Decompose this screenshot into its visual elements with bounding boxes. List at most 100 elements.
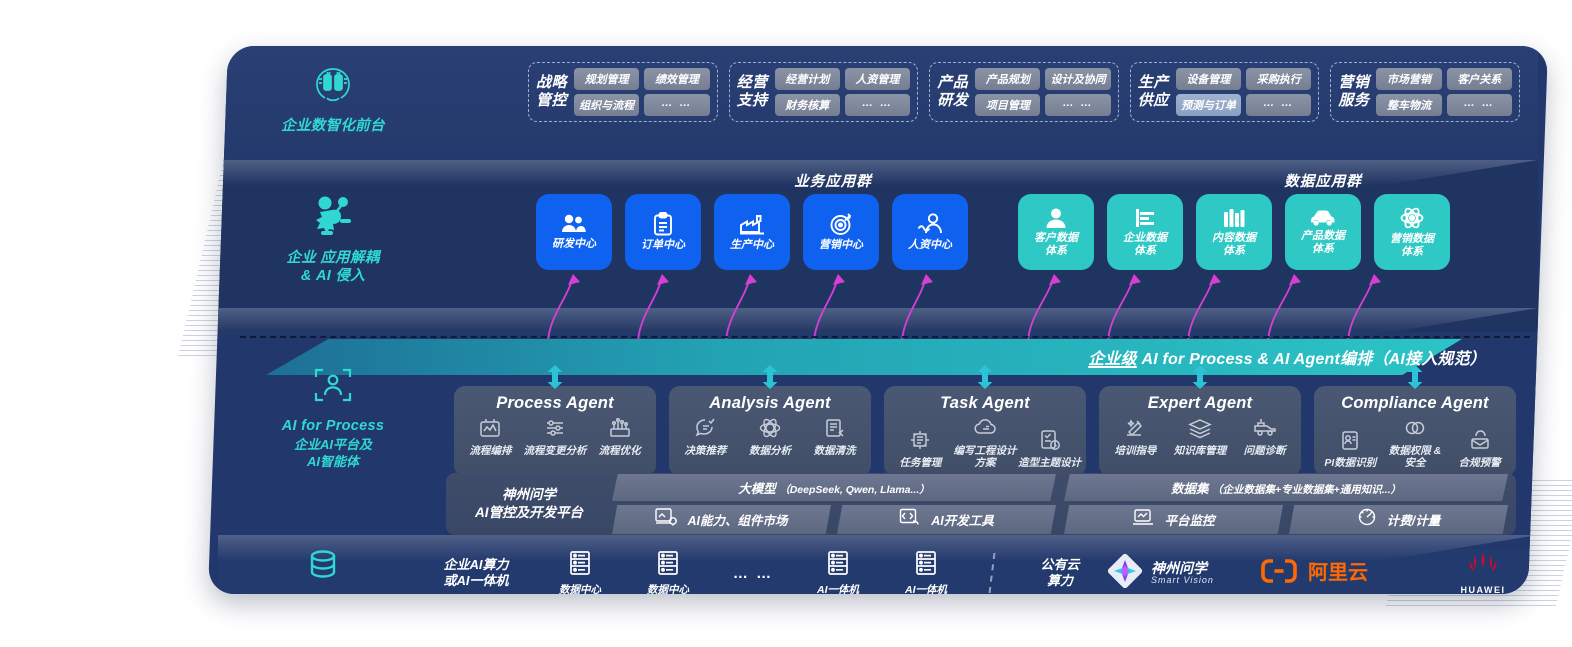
platform-right-column: 数据集 （企业数据集+专业数据集+通用知识...） 平台监控 计费/计量 (1064, 474, 1508, 534)
public-cloud-label: 公有云 算力 (1040, 556, 1080, 588)
logo-name: 神州问学 (1151, 559, 1207, 576)
business-app-cards: 研发中心 订单中心 生产中心 营销中心 (536, 194, 968, 270)
group-cell[interactable]: 项目管理 (975, 94, 1041, 116)
group-cell-more[interactable]: … … (844, 94, 911, 116)
group-cell[interactable]: 经营计划 (774, 68, 840, 90)
agent-card-task[interactable]: Task Agent 任务管理 编写工程设计方案 造型主题设计 (884, 365, 1086, 477)
app-card-hr[interactable]: 人资中心 (892, 194, 968, 270)
data-card-marketing[interactable]: 营销数据 体系 (1374, 194, 1450, 270)
users-icon (561, 213, 587, 235)
agent-capability[interactable]: 流程优化 (587, 417, 652, 458)
billing-label: 计费/计量 (1386, 514, 1441, 528)
logo-huawei[interactable]: HUAWEI (1440, 551, 1526, 594)
agent-capability[interactable]: 数据清洗 (802, 417, 867, 458)
ai-platform-strip: 神州问学 AI管控及开发平台 大模型 （DeepSeek, Qwen, Llam… (446, 473, 1516, 535)
infra-node-aio-2[interactable]: AI一体机 (882, 550, 970, 594)
group-cell[interactable]: 规划管理 (574, 68, 640, 90)
group-cell[interactable]: 财务核算 (774, 94, 840, 116)
group-product-rd[interactable]: 产品 研发 产品规划 设计及协同 项目管理 … … (929, 62, 1119, 122)
agent-capability[interactable]: PI数据识别 (1318, 429, 1383, 470)
group-cell[interactable]: 设计及协同 (1045, 68, 1111, 90)
group-cell[interactable]: 产品规划 (975, 68, 1041, 90)
group-cell-highlight[interactable]: 预测与订单 (1175, 94, 1242, 116)
agent-capability[interactable]: 造型主题设计 (1017, 429, 1082, 470)
knowledge-layers-icon (1188, 419, 1212, 443)
app-card-production[interactable]: 生产中心 (714, 194, 790, 270)
agent-title: Analysis Agent (709, 394, 831, 412)
database-icon (228, 549, 418, 588)
ai-band-main: AI for Process & AI Agent编排（AI接入规范） (1136, 351, 1486, 368)
monitor-item[interactable]: 平台监控 (1064, 505, 1283, 534)
infra-node-label: 数据中心 (559, 583, 601, 595)
logo-aliyun[interactable]: 阿里云 (1246, 558, 1440, 589)
group-cell[interactable]: 组织与流程 (574, 94, 640, 116)
group-cell-more[interactable]: … … (1446, 94, 1512, 116)
logo-name: 阿里云 (1308, 561, 1368, 584)
capability-label: 编写工程设计方案 (953, 445, 1017, 469)
group-cell-more[interactable]: … … (1045, 94, 1111, 116)
agent-capability[interactable]: 知识库管理 (1168, 417, 1233, 458)
architecture-deck: 企业数智化前台 战略 管控 规划管理 绩效管理 组织与流程 … … 经营 支持 … (207, 46, 1549, 595)
infra-divider (970, 553, 1014, 593)
group-production-supply[interactable]: 生产 供应 设备管理 采购执行 预测与订单 … … (1129, 62, 1320, 122)
data-card-content[interactable]: 内容数据 体系 (1196, 194, 1272, 270)
group-cell-more[interactable]: … … (1246, 94, 1312, 116)
data-card-customer[interactable]: 客户数据 体系 (1018, 194, 1094, 270)
group-cell[interactable]: 整车物流 (1376, 94, 1442, 116)
large-model-bar[interactable]: 大模型 （DeepSeek, Qwen, Llama...） (612, 474, 1056, 501)
app-card-order[interactable]: 订单中心 (625, 194, 701, 270)
group-cell[interactable]: 采购执行 (1246, 68, 1312, 90)
agent-capability[interactable]: 任务管理 (888, 429, 953, 470)
app-card-label: 订单中心 (641, 239, 685, 252)
agent-capability[interactable]: 培训指导 (1103, 417, 1168, 458)
agent-title: Expert Agent (1147, 394, 1253, 412)
capability-label: 造型主题设计 (1018, 456, 1082, 469)
dataset-bar[interactable]: 数据集 （企业数据集+专业数据集+通用知识...） (1064, 474, 1508, 501)
group-cell[interactable]: 绩效管理 (644, 68, 710, 90)
app-card-marketing[interactable]: 营销中心 (803, 194, 879, 270)
infra-node-more: … … (712, 565, 794, 582)
group-cell[interactable]: 市场营销 (1376, 68, 1442, 90)
group-strategy[interactable]: 战略 管控 规划管理 绩效管理 组织与流程 … … (528, 62, 718, 122)
agent-card-compliance[interactable]: Compliance Agent PI数据识别 数据权限 & 安全 合规预警 (1314, 365, 1516, 477)
group-cell-more[interactable]: … … (644, 94, 710, 116)
component-market-item[interactable]: AI能力、组件市场 (612, 505, 831, 534)
data-card-product[interactable]: 产品数据 体系 (1285, 194, 1361, 270)
capability-label: 数据清洗 (813, 445, 856, 457)
agent-card-expert[interactable]: Expert Agent 培训指导 知识库管理 问题诊断 (1099, 365, 1301, 477)
agent-capability[interactable]: 数据分析 (738, 417, 803, 458)
group-operations[interactable]: 经营 支持 经营计划 人资管理 财务核算 … … (728, 62, 919, 122)
app-card-label: 生产中心 (730, 238, 774, 251)
brain-chip-icon (228, 64, 438, 111)
logo-sub: Smart Vision (1151, 575, 1214, 586)
group-cell[interactable]: 人资管理 (844, 68, 911, 90)
infra-node-datacenter-2[interactable]: 数据中心 (624, 550, 712, 594)
agent-card-process[interactable]: Process Agent 流程编排 流程变更分析 流程优化 (454, 365, 656, 477)
billing-item[interactable]: 计费/计量 (1289, 505, 1508, 534)
dev-tools-item[interactable]: AI开发工具 (837, 505, 1056, 534)
agent-capability[interactable]: 编写工程设计方案 (953, 417, 1018, 469)
logo-smartvision[interactable]: 神州问学 Smart Vision (1106, 552, 1246, 595)
agent-capability[interactable]: 数据权限 & 安全 (1383, 417, 1448, 469)
agent-capability[interactable]: 合规预警 (1447, 429, 1512, 470)
rail-sublabel: 企业AI平台及 AI智能体 (293, 437, 372, 470)
group-cell[interactable]: 设备管理 (1175, 68, 1242, 90)
flow-orchestrate-icon (479, 419, 501, 443)
app-card-label: 研发中心 (552, 238, 596, 251)
capability-label: 培训指导 (1114, 445, 1157, 457)
agent-capability[interactable]: 流程变更分析 (523, 417, 588, 458)
group-marketing-service[interactable]: 营销 服务 市场营销 客户关系 整车物流 … … (1330, 62, 1520, 122)
gauge-icon (1357, 508, 1377, 531)
data-card-enterprise[interactable]: 企业数据 体系 (1107, 194, 1183, 270)
agent-title: Compliance Agent (1341, 394, 1489, 412)
group-cell[interactable]: 客户关系 (1446, 68, 1512, 90)
infra-node-datacenter-1[interactable]: 数据中心 (536, 550, 624, 595)
app-card-rd[interactable]: 研发中心 (536, 194, 612, 270)
agent-capability[interactable]: 问题诊断 (1232, 417, 1297, 458)
infra-node-aio-1[interactable]: AI一体机 (794, 550, 882, 594)
agent-capability[interactable]: 决策推荐 (673, 417, 738, 458)
car-icon (1309, 209, 1337, 227)
training-icon (1124, 419, 1146, 443)
agent-card-analysis[interactable]: Analysis Agent 决策推荐 数据分析 数据清洗 (669, 365, 871, 477)
agent-capability[interactable]: 流程编排 (458, 417, 523, 458)
